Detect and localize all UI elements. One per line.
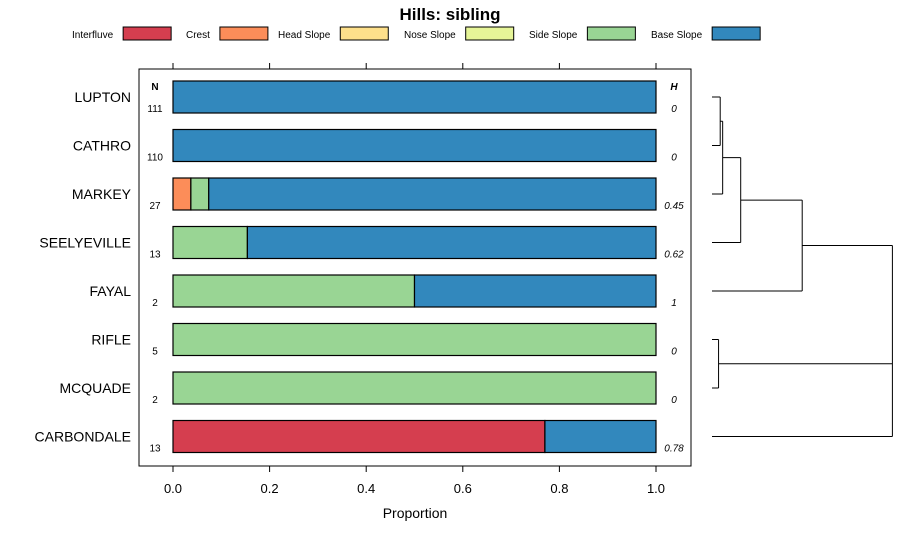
n-value-label: 5 [152,347,158,358]
category-labels: LUPTON CATHRO MARKEY SEELYEVILLE FAYAL RIFLE M… [35,89,132,445]
bar-segment [172,274,416,308]
legend-swatch [339,26,389,41]
x-tick-label: 1.0 [647,481,665,496]
bar-segment [190,177,210,211]
category-label: SEELYEVILLE [39,235,131,251]
category-label: CATHRO [73,138,131,154]
category-label: FAYAL [89,283,131,299]
dendrogram [712,96,893,437]
bar-segment [172,128,657,163]
n-value-label: 2 [152,298,158,309]
category-label: RIFLE [91,332,131,348]
chart-title: Hills: sibling [399,5,500,24]
category-label: LUPTON [74,89,131,105]
legend: Interfluve Crest Head Slope Nose Slope Side … [72,26,761,41]
h-value-label: 1 [671,298,677,309]
x-tick-label: 0.4 [357,481,375,496]
x-axis: 0.0 0.2 0.4 0.6 0.8 1.0 [164,63,665,496]
h-value-label: 0.62 [664,250,684,261]
bar-segment [246,225,657,260]
bar-segment [544,419,657,454]
legend-swatch [586,26,636,41]
n-value-label: 27 [149,201,161,212]
bar-segment [172,225,248,260]
bar-segment [413,274,657,308]
n-value-label: 111 [147,104,163,115]
legend-swatch [465,26,515,41]
n-value-label: 13 [149,444,161,455]
legend-label: Base Slope [651,30,703,41]
legend-label: Interfluve [72,30,114,41]
legend-swatch [219,26,269,41]
n-value-label: 13 [149,250,161,261]
h-value-label: 0 [671,395,677,406]
bar-segment [172,371,657,405]
legend-label: Nose Slope [404,30,456,41]
category-label: CARBONDALE [35,429,131,445]
x-tick-label: 0.6 [454,481,472,496]
x-tick-label: 0.0 [164,481,182,496]
x-tick-label: 0.8 [550,481,568,496]
legend-swatch [711,26,761,41]
h-column-header: H [670,82,678,93]
h-value-label: 0 [671,153,677,164]
n-column-header: N [151,82,158,93]
x-tick-label: 0.2 [261,481,279,496]
bar-segment [172,322,657,357]
bars: 111 0 110 0 27 0.45 13 0.62 2 1 5 0 2 0 13 0.78 [147,80,684,455]
bar-segment [208,177,657,211]
legend-label: Head Slope [278,30,331,41]
n-value-label: 110 [147,153,163,164]
h-value-label: 0.45 [664,201,684,212]
legend-label: Side Slope [529,30,578,41]
category-label: MCQUADE [59,380,131,396]
n-value-label: 2 [152,395,158,406]
h-value-label: 0 [671,104,677,115]
category-label: MARKEY [72,186,132,202]
h-value-label: 0 [671,347,677,358]
bar-segment [172,177,192,211]
h-value-label: 0.78 [664,444,684,455]
bar-segment [172,419,546,454]
x-axis-label: Proportion [383,505,448,521]
legend-swatch [122,26,172,41]
plot-frame [138,68,692,467]
legend-label: Crest [186,30,210,41]
bar-segment [172,80,657,114]
